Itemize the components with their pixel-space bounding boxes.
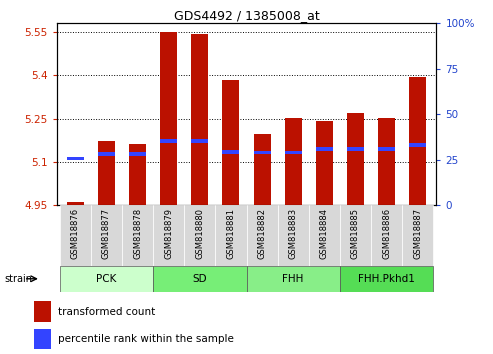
Bar xyxy=(316,120,333,205)
Text: GSM818880: GSM818880 xyxy=(195,208,204,259)
FancyBboxPatch shape xyxy=(340,205,371,266)
FancyBboxPatch shape xyxy=(402,205,433,266)
FancyBboxPatch shape xyxy=(309,205,340,266)
Bar xyxy=(316,147,333,151)
Text: GSM818885: GSM818885 xyxy=(351,208,360,259)
Text: GSM818878: GSM818878 xyxy=(133,208,142,259)
FancyBboxPatch shape xyxy=(153,266,246,292)
Text: FHH.Pkhd1: FHH.Pkhd1 xyxy=(358,274,415,284)
FancyBboxPatch shape xyxy=(60,266,153,292)
Bar xyxy=(253,134,271,205)
Text: GSM818882: GSM818882 xyxy=(257,208,267,259)
FancyBboxPatch shape xyxy=(60,205,91,266)
FancyBboxPatch shape xyxy=(184,205,215,266)
FancyBboxPatch shape xyxy=(371,205,402,266)
Bar xyxy=(191,34,209,205)
Text: GSM818884: GSM818884 xyxy=(320,208,329,259)
Bar xyxy=(409,77,426,205)
Text: GSM818887: GSM818887 xyxy=(413,208,422,259)
FancyBboxPatch shape xyxy=(91,205,122,266)
FancyBboxPatch shape xyxy=(153,205,184,266)
FancyBboxPatch shape xyxy=(246,205,278,266)
Text: percentile rank within the sample: percentile rank within the sample xyxy=(58,335,234,344)
Bar xyxy=(284,118,302,205)
Bar xyxy=(160,32,177,205)
Bar xyxy=(253,151,271,154)
Bar xyxy=(347,113,364,205)
FancyBboxPatch shape xyxy=(278,205,309,266)
Bar xyxy=(222,80,240,205)
Text: GDS4492 / 1385008_at: GDS4492 / 1385008_at xyxy=(174,9,319,22)
Bar xyxy=(222,150,240,154)
Text: transformed count: transformed count xyxy=(58,307,155,317)
Bar xyxy=(129,152,146,155)
Text: SD: SD xyxy=(192,274,207,284)
Text: GSM818886: GSM818886 xyxy=(382,208,391,259)
FancyBboxPatch shape xyxy=(246,266,340,292)
Text: GSM818879: GSM818879 xyxy=(164,208,173,259)
Bar xyxy=(409,143,426,147)
Bar xyxy=(347,147,364,151)
Text: PCK: PCK xyxy=(96,274,117,284)
Text: GSM818876: GSM818876 xyxy=(71,208,80,259)
Bar xyxy=(67,157,84,160)
FancyBboxPatch shape xyxy=(215,205,246,266)
Bar xyxy=(34,329,51,349)
Text: GSM818883: GSM818883 xyxy=(289,208,298,259)
Bar xyxy=(98,141,115,205)
Bar xyxy=(378,147,395,151)
Bar xyxy=(191,139,209,143)
Bar xyxy=(34,302,51,322)
Bar xyxy=(129,144,146,205)
Text: FHH: FHH xyxy=(282,274,304,284)
Text: GSM818877: GSM818877 xyxy=(102,208,111,259)
Bar xyxy=(284,151,302,154)
Text: strain: strain xyxy=(4,274,33,284)
Bar xyxy=(378,118,395,205)
Bar xyxy=(160,139,177,143)
Bar xyxy=(67,202,84,205)
FancyBboxPatch shape xyxy=(340,266,433,292)
Text: GSM818881: GSM818881 xyxy=(226,208,236,259)
Bar xyxy=(98,152,115,155)
FancyBboxPatch shape xyxy=(122,205,153,266)
